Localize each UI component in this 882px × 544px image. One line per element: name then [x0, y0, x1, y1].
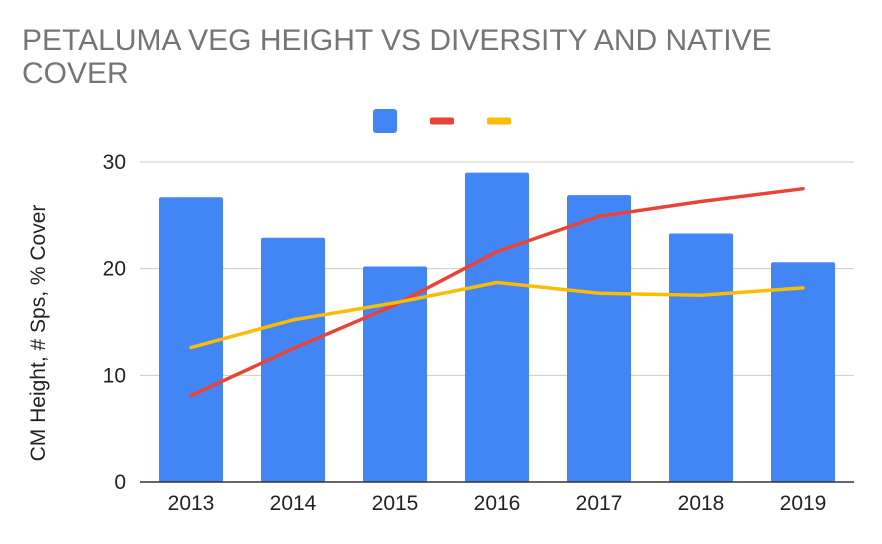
- legend-swatch-line: [430, 117, 454, 125]
- x-tick-label: 2014: [270, 492, 317, 515]
- chart-title: PETALUMA VEG HEIGHT VS DIVERSITY AND NAT…: [22, 24, 772, 90]
- y-tick-label: 20: [103, 258, 126, 281]
- x-tick-label: 2015: [372, 492, 419, 515]
- bar: [261, 237, 325, 482]
- series-line-1: [189, 186, 805, 398]
- y-tick-label: 30: [103, 151, 126, 174]
- y-tick-label: 0: [114, 471, 126, 494]
- x-tick-label: 2016: [474, 492, 521, 515]
- bar: [567, 195, 631, 483]
- x-tick-label: 2017: [576, 492, 623, 515]
- x-tick-label: 2019: [780, 492, 827, 515]
- bar: [363, 266, 427, 482]
- axes: 0 10 20 30 2013 2014 2015 2016 2017 2018 2019: [103, 151, 854, 515]
- y-tick-label: 10: [103, 364, 126, 387]
- bar: [771, 262, 835, 482]
- bar: [669, 233, 733, 482]
- line-series: [189, 186, 805, 398]
- bar: [159, 197, 223, 482]
- x-tick-label: 2013: [168, 492, 215, 515]
- legend-swatch-bar: [373, 109, 397, 133]
- series-line-2: [189, 280, 805, 350]
- x-tick-label: 2018: [678, 492, 725, 515]
- legend: [373, 109, 511, 133]
- y-axis-label: CM Height, # Sps, % Cover: [27, 205, 50, 462]
- bar: [465, 172, 529, 482]
- legend-swatch-line: [487, 117, 511, 125]
